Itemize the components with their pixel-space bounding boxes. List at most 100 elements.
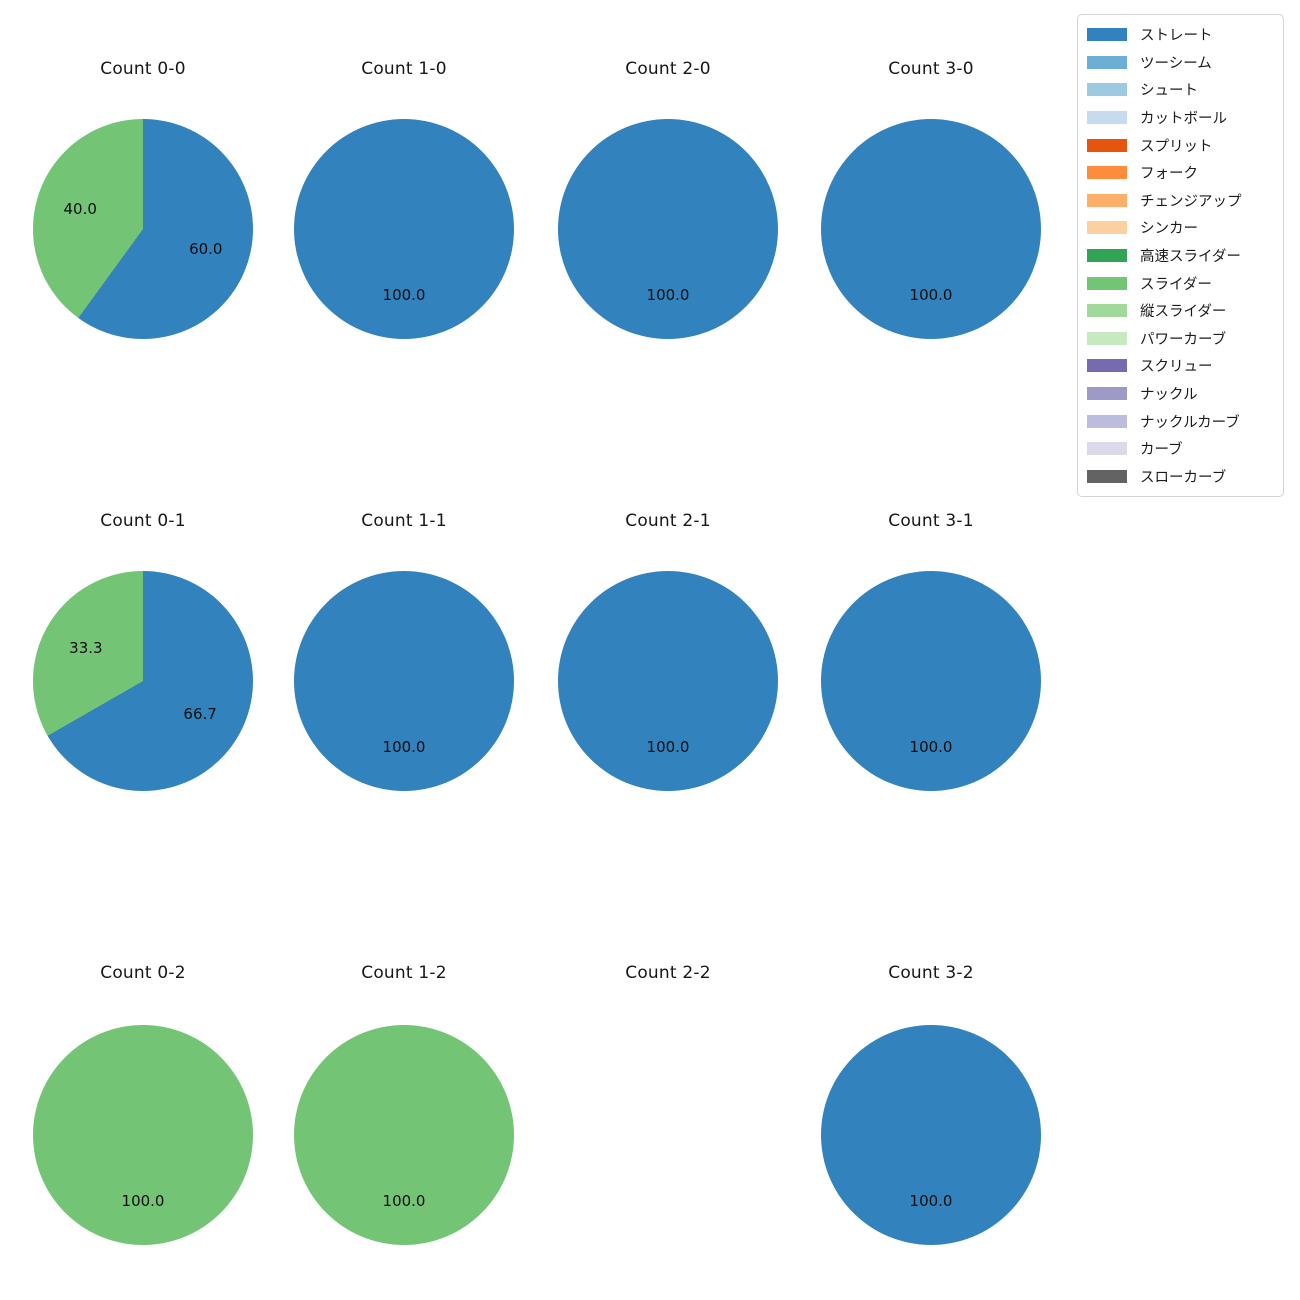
- legend-swatch-icon: [1087, 83, 1127, 97]
- pie-chart-cell: Count 0-2 100.0: [13, 963, 273, 1263]
- legend-item: フォーク: [1087, 159, 1274, 187]
- pie-percent-label: 40.0: [63, 199, 97, 218]
- legend-label: ナックルカーブ: [1140, 414, 1240, 431]
- legend-swatch-icon: [1087, 276, 1127, 290]
- legend-label: 高速スライダー: [1140, 249, 1241, 266]
- chart-title: Count 3-2: [888, 963, 974, 983]
- chart-title: Count 0-1: [100, 511, 186, 531]
- pie-chart-cell: Count 1-2 100.0: [274, 963, 534, 1263]
- pie-chart-cell: Count 2-0 100.0: [538, 59, 798, 359]
- legend-swatch-icon: [1087, 304, 1127, 318]
- legend-label: カーブ: [1140, 442, 1183, 459]
- pie: 60.0 40.0: [33, 119, 253, 339]
- legend-swatch-icon: [1087, 138, 1127, 152]
- legend-item: スプリット: [1087, 131, 1274, 159]
- chart-title: Count 2-0: [625, 59, 711, 79]
- pie: 100.0: [558, 119, 778, 339]
- legend-label: チェンジアップ: [1140, 193, 1242, 210]
- legend-label: フォーク: [1140, 166, 1198, 183]
- legend-label: パワーカーブ: [1140, 331, 1227, 348]
- pie-chart-cell: Count 2-2: [538, 963, 798, 1263]
- legend-swatch-icon: [1087, 387, 1127, 401]
- chart-title: Count 3-0: [888, 59, 974, 79]
- chart-title: Count 0-2: [100, 963, 186, 983]
- legend-label: ツーシーム: [1140, 55, 1212, 72]
- legend-item: スローカーブ: [1087, 463, 1274, 491]
- legend-label: スプリット: [1140, 138, 1213, 155]
- legend-swatch-icon: [1087, 193, 1127, 207]
- pie-chart-cell: Count 0-1 66.7 33.3: [13, 511, 273, 811]
- legend-item: 高速スライダー: [1087, 242, 1274, 270]
- pie-percent-label: 100.0: [909, 1192, 953, 1210]
- legend-label: スローカーブ: [1140, 469, 1227, 486]
- legend-item: スクリュー: [1087, 352, 1274, 380]
- pie-percent-label: 100.0: [382, 738, 426, 756]
- legend-swatch-icon: [1087, 221, 1127, 235]
- pie-chart-cell: Count 3-2 100.0: [801, 963, 1061, 1263]
- pie: 100.0: [821, 1025, 1041, 1245]
- legend-swatch-icon: [1087, 414, 1127, 428]
- pie: 100.0: [821, 571, 1041, 791]
- pie-chart-cell: Count 3-1 100.0: [801, 511, 1061, 811]
- pie-percent-label: 66.7: [183, 705, 217, 724]
- legend-swatch-icon: [1087, 331, 1127, 345]
- legend-label: カットボール: [1140, 111, 1227, 128]
- legend-item: スライダー: [1087, 269, 1274, 297]
- legend-item: シンカー: [1087, 214, 1274, 242]
- pie: 100.0: [33, 1025, 253, 1245]
- pie-percent-label: 100.0: [121, 1192, 165, 1210]
- pie-percent-label: 100.0: [382, 286, 426, 304]
- legend-label: シュート: [1140, 83, 1198, 100]
- pie: 100.0: [294, 119, 514, 339]
- legend-item: チェンジアップ: [1087, 187, 1274, 215]
- pie-percent-label: 60.0: [189, 240, 223, 259]
- chart-title: Count 1-0: [361, 59, 447, 79]
- pie-chart-cell: Count 2-1 100.0: [538, 511, 798, 811]
- pie-percent-label: 100.0: [909, 286, 953, 304]
- chart-title: Count 0-0: [100, 59, 186, 79]
- pie-chart-cell: Count 1-1 100.0: [274, 511, 534, 811]
- pie: 100.0: [558, 571, 778, 791]
- legend-item: ナックル: [1087, 380, 1274, 408]
- pie-percent-label: 100.0: [382, 1192, 426, 1210]
- legend-label: 縦スライダー: [1140, 304, 1227, 321]
- legend-item: ツーシーム: [1087, 49, 1274, 77]
- pie-chart-cell: Count 0-0 60.0 40.0: [13, 59, 273, 359]
- legend-label: ストレート: [1140, 28, 1213, 45]
- legend-label: ナックル: [1140, 387, 1198, 404]
- legend-item: ナックルカーブ: [1087, 407, 1274, 435]
- legend-item: シュート: [1087, 76, 1274, 104]
- pie-percent-label: 100.0: [646, 286, 690, 304]
- legend-swatch-icon: [1087, 249, 1127, 263]
- chart-title: Count 2-2: [625, 963, 711, 983]
- legend-swatch-icon: [1087, 469, 1127, 483]
- legend-label: シンカー: [1140, 221, 1198, 238]
- legend-swatch-icon: [1087, 111, 1127, 125]
- legend-item: カットボール: [1087, 104, 1274, 132]
- legend-item: カーブ: [1087, 435, 1274, 463]
- chart-title: Count 2-1: [625, 511, 711, 531]
- legend-item: ストレート: [1087, 21, 1274, 49]
- legend-swatch-icon: [1087, 28, 1127, 42]
- legend-item: 縦スライダー: [1087, 297, 1274, 325]
- pie-chart-cell: Count 1-0 100.0: [274, 59, 534, 359]
- legend-label: スクリュー: [1140, 359, 1213, 376]
- legend-swatch-icon: [1087, 166, 1127, 180]
- pie: 100.0: [821, 119, 1041, 339]
- chart-title: Count 3-1: [888, 511, 974, 531]
- chart-title: Count 1-2: [361, 963, 447, 983]
- chart-title: Count 1-1: [361, 511, 447, 531]
- pie-percent-label: 33.3: [69, 638, 103, 657]
- pie: 100.0: [294, 571, 514, 791]
- legend-swatch-icon: [1087, 442, 1127, 456]
- legend-item: パワーカーブ: [1087, 325, 1274, 353]
- pie: 66.7 33.3: [33, 571, 253, 791]
- legend-swatch-icon: [1087, 359, 1127, 373]
- pie: 100.0: [294, 1025, 514, 1245]
- pie-percent-label: 100.0: [909, 738, 953, 756]
- pie-percent-label: 100.0: [646, 738, 690, 756]
- legend-swatch-icon: [1087, 55, 1127, 69]
- legend-label: スライダー: [1140, 276, 1212, 293]
- pie-chart-cell: Count 3-0 100.0: [801, 59, 1061, 359]
